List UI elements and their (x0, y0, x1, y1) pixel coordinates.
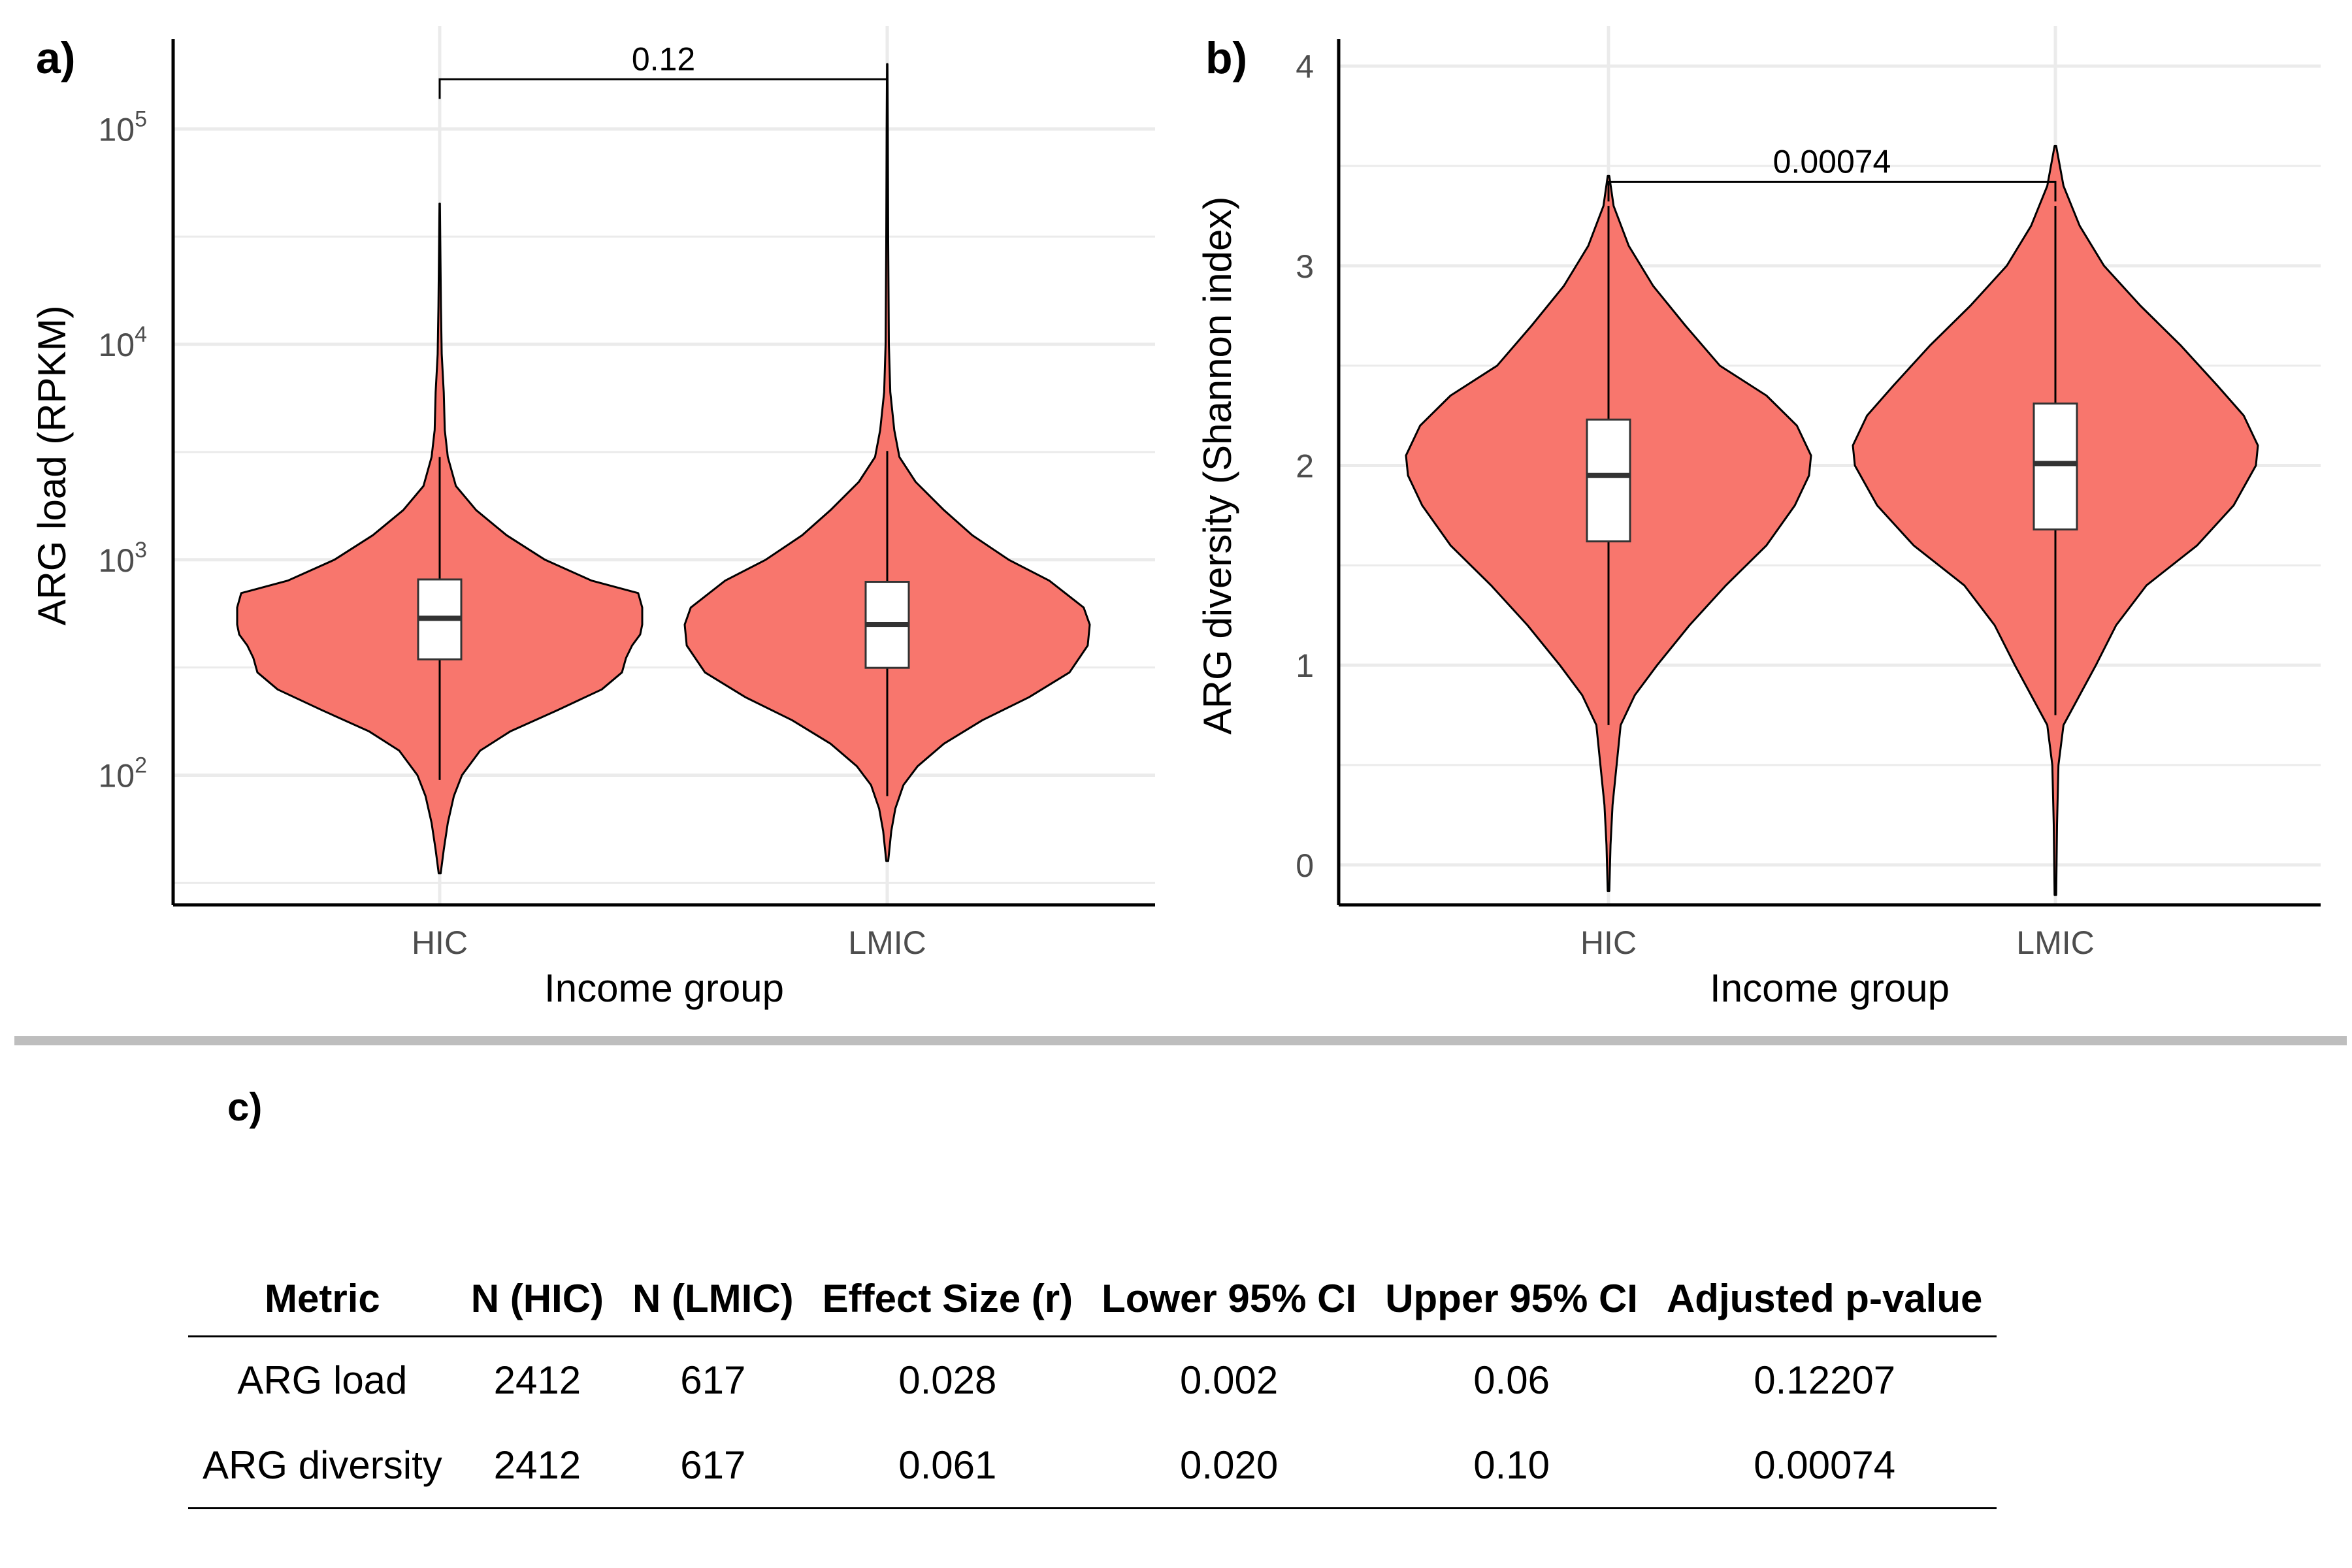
table-cell: 0.12207 (1754, 1358, 1896, 1402)
column-header: Effect Size (r) (808, 1261, 1088, 1337)
y-tick-label: 0 (1296, 847, 1314, 884)
tick-exponent: 3 (135, 538, 147, 563)
table-cell: 2412 (493, 1358, 581, 1402)
y-tick-label: 2 (1296, 448, 1314, 485)
column-header: Metric (188, 1261, 457, 1337)
table-cell: 0.06 (1473, 1358, 1550, 1402)
table-cell: ARG diversity (188, 1422, 457, 1509)
table-cell: 2412 (456, 1422, 619, 1509)
table-cell: 0.10 (1371, 1422, 1652, 1509)
table-cell: ARG load (237, 1358, 408, 1402)
y-tick-label: 3 (1296, 248, 1314, 285)
column-header: Upper 95% CI (1371, 1261, 1652, 1337)
statistics-table: Metric N (HIC) N (LMIC) Effect Size (r) Lowe… (188, 1261, 1997, 1509)
panel-divider (14, 1036, 2347, 1045)
tick-base: 10 (98, 111, 135, 148)
table-panel-label: c) (227, 1085, 263, 1129)
y-tick-label: 102 (98, 753, 147, 794)
y-tick-label: 4 (1296, 48, 1314, 85)
box-hic (1586, 418, 1631, 543)
x-tick-label: HIC (1580, 924, 1637, 961)
y-tick-label: 105 (98, 106, 147, 148)
table-cell: 0.061 (808, 1422, 1088, 1509)
y-tick-label: 103 (98, 538, 147, 579)
tick-base: 10 (98, 757, 135, 794)
comparison-bracket (438, 78, 889, 99)
tick-exponent: 2 (135, 753, 147, 777)
table-cell: 617 (680, 1358, 746, 1402)
y-axis-title: ARG diversity (Shannon index) (1196, 197, 1239, 735)
table-cell: 0.028 (898, 1358, 997, 1402)
table-cell: 0.020 (1087, 1422, 1371, 1509)
y-axis-title: ARG load (RPKM) (30, 305, 74, 625)
tick-base: 10 (98, 327, 135, 363)
panel-label: b) (1205, 33, 1247, 83)
tick-exponent: 4 (135, 322, 147, 347)
comparison-p-value: 0.12 (632, 41, 695, 77)
comparison-bracket (1607, 180, 2057, 202)
y-tick-label: 1 (1296, 647, 1314, 684)
x-tick-label: LMIC (848, 924, 926, 961)
table-header-row: Metric N (HIC) N (LMIC) Effect Size (r) Lowe… (188, 1261, 1997, 1337)
x-axis-title: Income group (544, 966, 784, 1010)
table-row: ARG load 2412 617 0.028 0.002 0.06 0.12207 (188, 1337, 1997, 1423)
table-row: ARG diversity 2412 617 0.061 0.020 0.10 0.0007… (188, 1422, 1997, 1509)
y-tick-label: 104 (98, 322, 147, 363)
table-cell: 617 (618, 1422, 808, 1509)
box-lmic (2033, 402, 2078, 531)
x-tick-label: HIC (412, 924, 468, 961)
x-tick-label: LMIC (2016, 924, 2094, 961)
table-cell: 0.00074 (1652, 1422, 1997, 1509)
column-header: N (HIC) (456, 1261, 619, 1337)
table-body: ARG load 2412 617 0.028 0.002 0.06 0.12207 ARG … (188, 1337, 1997, 1509)
table-cell: 0.002 (1180, 1358, 1279, 1402)
panel-label: a) (36, 33, 75, 83)
column-header: Lower 95% CI (1087, 1261, 1371, 1337)
comparison-p-value: 0.00074 (1773, 143, 1891, 180)
tick-exponent: 5 (135, 106, 147, 131)
column-header: Adjusted p-value (1652, 1261, 1997, 1337)
column-header: N (LMIC) (618, 1261, 808, 1337)
chart-panel-arg-diversity: 0 1 2 3 4 HIC LMIC Income group ARG diversity (S… (1196, 26, 2321, 1010)
x-axis-title: Income group (1710, 966, 1950, 1010)
tick-base: 10 (98, 542, 135, 579)
